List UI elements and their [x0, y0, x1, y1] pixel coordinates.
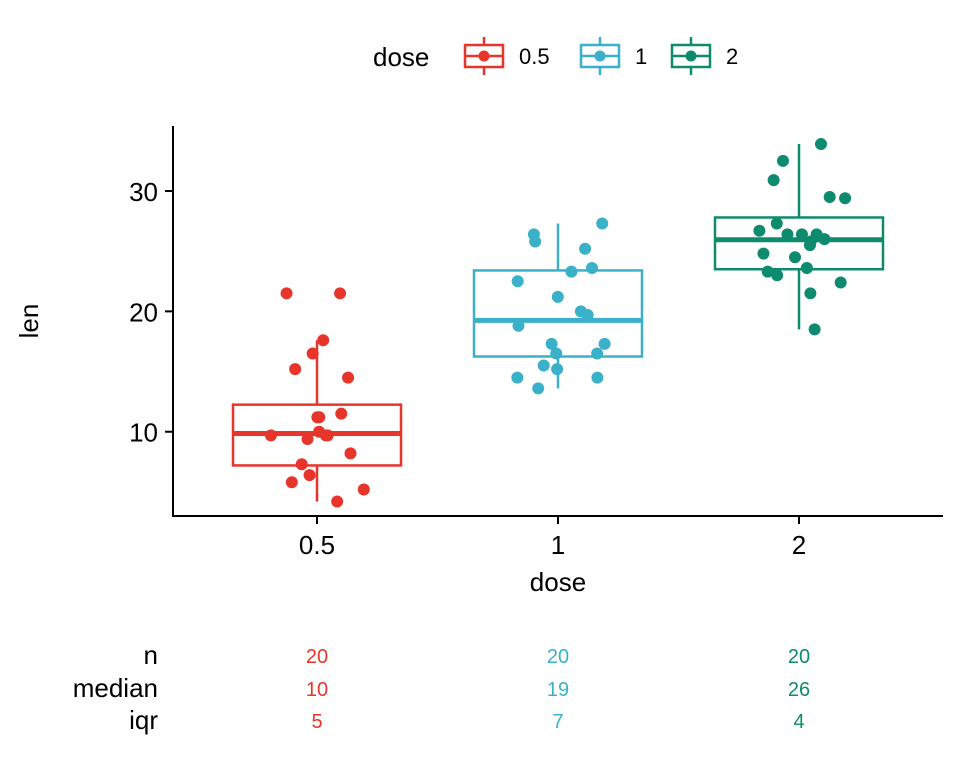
data-point	[511, 275, 524, 288]
summary-cell-iqr: 7	[552, 711, 563, 733]
box-1	[472, 223, 644, 389]
data-point	[834, 276, 847, 289]
data-point	[511, 371, 524, 384]
summary-cell-n: 20	[306, 646, 328, 668]
data-point	[767, 174, 780, 187]
legend-key-point	[685, 50, 697, 62]
data-point	[565, 265, 578, 278]
data-point	[357, 483, 370, 496]
legend-item-1: 1	[579, 37, 647, 75]
data-point	[301, 432, 314, 445]
summary-row-label: iqr	[129, 705, 158, 735]
data-point	[823, 191, 836, 204]
data-point	[839, 192, 852, 205]
data-point	[781, 228, 794, 241]
data-point	[334, 287, 347, 300]
data-point	[585, 262, 598, 275]
data-point	[808, 323, 821, 336]
x-tick-label: 2	[792, 530, 806, 560]
boxes	[231, 144, 885, 502]
x-axis-label: dose	[530, 567, 586, 597]
y-tick-label: 30	[129, 177, 158, 207]
legend-label: 1	[635, 44, 647, 69]
legend-title: dose	[373, 42, 429, 72]
data-point	[264, 429, 277, 442]
data-point	[591, 371, 604, 384]
summary-cell-iqr: 4	[793, 711, 804, 733]
x-tick-label: 1	[551, 530, 565, 560]
data-point	[313, 411, 326, 424]
data-point	[804, 287, 817, 300]
data-point	[545, 337, 558, 350]
data-point	[757, 247, 770, 260]
data-point	[800, 262, 813, 275]
legend-label: 2	[726, 44, 738, 69]
summary-cell-median: 19	[547, 679, 569, 701]
data-point	[596, 217, 609, 230]
data-point	[551, 363, 564, 376]
summary-cell-median: 26	[788, 679, 810, 701]
legend-item-0_5: 0.5	[463, 37, 550, 75]
data-point	[529, 235, 542, 248]
data-point	[344, 447, 357, 460]
data-point	[761, 265, 774, 278]
data-point	[550, 347, 563, 360]
data-point	[579, 242, 592, 255]
legend-keys: 0.5 1 2	[463, 37, 738, 75]
legend-item-2: 2	[670, 37, 738, 75]
data-point	[512, 319, 525, 332]
data-point	[537, 359, 550, 372]
data-point	[814, 138, 827, 151]
data-point	[335, 407, 348, 420]
summary-cell-iqr: 5	[311, 711, 322, 733]
legend: dose 0.5 1 2	[373, 37, 738, 75]
summary-cell-n: 20	[788, 646, 810, 668]
data-point	[771, 269, 784, 282]
data-point	[342, 371, 355, 384]
x-tick-label: 0.5	[299, 530, 335, 560]
summary-cell-median: 10	[306, 679, 328, 701]
y-axis-label: len	[14, 304, 44, 339]
data-point	[770, 217, 783, 230]
data-point	[321, 429, 334, 442]
summary-row-label: n	[144, 640, 158, 670]
data-point	[598, 337, 611, 350]
data-point	[532, 382, 545, 395]
legend-label: 0.5	[519, 44, 550, 69]
data-point	[591, 347, 604, 360]
data-point	[289, 363, 302, 376]
y-tick-label: 10	[129, 418, 158, 448]
data-point	[295, 458, 308, 471]
axes: 10 20 30 0.5 1 2 dose len	[14, 126, 943, 597]
data-point	[776, 154, 789, 167]
jitter-points	[264, 138, 852, 508]
box-iqr	[472, 269, 644, 358]
box-iqr	[713, 216, 885, 271]
data-point	[280, 287, 293, 300]
data-point	[285, 476, 298, 489]
data-point	[803, 239, 816, 252]
summary-row-label: median	[73, 673, 158, 703]
data-point	[574, 305, 587, 318]
data-point	[753, 224, 766, 237]
y-tick-label: 20	[129, 297, 158, 327]
data-point	[818, 233, 831, 246]
data-point	[795, 228, 808, 241]
box-2	[713, 144, 885, 330]
legend-key-point	[594, 50, 606, 62]
x-ticks: 0.5 1 2	[299, 516, 806, 560]
summary-cell-n: 20	[547, 646, 569, 668]
legend-key-point	[478, 50, 490, 62]
data-point	[331, 495, 344, 508]
data-point	[551, 290, 564, 303]
data-point	[317, 334, 330, 347]
data-point	[303, 469, 316, 482]
data-point	[306, 347, 319, 360]
y-ticks: 10 20 30	[129, 177, 173, 448]
data-point	[789, 251, 802, 264]
